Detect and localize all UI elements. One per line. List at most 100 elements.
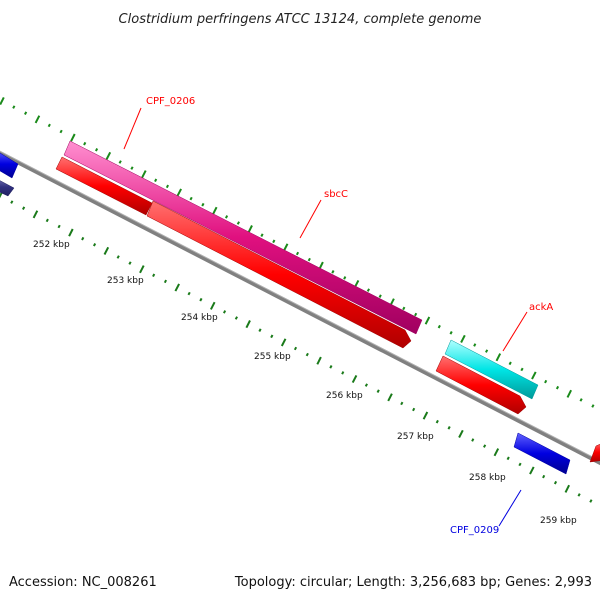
scale-label-253: 253 kbp xyxy=(107,276,144,286)
minor-tick xyxy=(22,206,26,210)
major-tick xyxy=(0,191,3,199)
minor-tick xyxy=(414,312,418,317)
minor-tick xyxy=(577,493,581,497)
genome-backbone xyxy=(0,150,600,466)
minor-tick xyxy=(364,383,368,387)
minor-tick xyxy=(437,324,441,329)
gene-fragment-left-navy[interactable] xyxy=(0,178,15,197)
minor-tick xyxy=(152,273,156,278)
minor-tick xyxy=(24,111,28,115)
major-tick xyxy=(139,265,145,274)
minor-tick xyxy=(305,352,309,357)
minor-tick xyxy=(223,310,227,314)
minor-tick xyxy=(12,105,16,109)
major-tick xyxy=(212,206,218,215)
minor-tick xyxy=(553,480,558,485)
major-tick xyxy=(34,115,41,124)
scale-label-259: 259 kbp xyxy=(540,516,577,526)
major-tick xyxy=(351,374,358,384)
minor-tick xyxy=(130,166,134,170)
minor-tick xyxy=(402,306,406,311)
major-tick xyxy=(387,393,393,402)
minor-tick xyxy=(225,215,229,219)
minor-tick xyxy=(10,200,14,204)
minor-tick xyxy=(234,316,238,320)
minor-tick xyxy=(201,202,205,207)
label-cpf-0209: CPF_0209 xyxy=(450,489,522,536)
minor-tick xyxy=(341,371,345,375)
label-sbcc: sbcC xyxy=(299,189,348,239)
minor-tick xyxy=(471,438,475,442)
scale-label-254: 254 kbp xyxy=(181,313,218,323)
gene-red-arrow-2[interactable] xyxy=(435,355,527,415)
minor-tick xyxy=(449,331,453,335)
map-title: Clostridium perfringens ATCC 13124, comp… xyxy=(119,12,482,27)
minor-tick xyxy=(555,385,560,390)
minor-tick xyxy=(544,379,548,384)
minor-tick xyxy=(47,123,51,128)
major-tick xyxy=(32,210,39,219)
major-tick xyxy=(105,151,112,160)
gene-sbcc[interactable] xyxy=(146,200,412,349)
svg-text:ackA: ackA xyxy=(529,302,553,313)
minor-tick xyxy=(93,243,97,247)
major-tick xyxy=(70,133,76,142)
major-tick xyxy=(176,188,182,197)
minor-tick xyxy=(329,365,333,369)
label-acka: ackA xyxy=(502,302,553,352)
accession-text: Accession: NC_008261 xyxy=(9,575,157,590)
minor-tick xyxy=(412,407,416,412)
summary-text: Topology: circular; Length: 3,256,683 bp… xyxy=(234,575,592,590)
gene-acka[interactable] xyxy=(444,339,539,400)
minor-tick xyxy=(473,343,477,347)
major-tick xyxy=(280,338,287,347)
gene-fragment-left-blue[interactable] xyxy=(0,150,19,179)
minor-tick xyxy=(542,474,546,479)
scale-label-256: 256 kbp xyxy=(326,391,363,401)
gene-cpf-0209[interactable] xyxy=(513,432,571,475)
major-tick xyxy=(68,228,74,237)
minor-tick xyxy=(483,444,487,448)
minor-tick xyxy=(506,456,510,461)
gene-cpf-0206[interactable] xyxy=(63,140,423,335)
minor-tick xyxy=(45,218,49,223)
minor-tick xyxy=(331,270,335,274)
minor-tick xyxy=(187,291,191,296)
major-tick xyxy=(247,225,253,234)
minor-tick xyxy=(520,367,524,372)
major-tick xyxy=(531,371,537,380)
svg-text:CPF_0206: CPF_0206 xyxy=(146,96,195,107)
scale-label-255: 255 kbp xyxy=(254,352,291,362)
svg-text:CPF_0209: CPF_0209 xyxy=(450,525,499,536)
minor-tick xyxy=(447,426,451,430)
minor-tick xyxy=(199,297,203,302)
major-tick xyxy=(458,429,464,438)
minor-tick xyxy=(154,178,158,183)
major-tick xyxy=(493,448,500,457)
minor-tick xyxy=(400,401,404,406)
gene-fragment-right-red[interactable] xyxy=(589,442,600,463)
minor-tick xyxy=(118,160,122,164)
minor-tick xyxy=(236,221,240,225)
minor-tick xyxy=(163,279,167,284)
scale-label-257: 257 kbp xyxy=(397,432,434,442)
major-tick xyxy=(316,356,322,365)
minor-tick xyxy=(293,346,298,351)
outer-tick-ring xyxy=(0,96,595,408)
minor-tick xyxy=(343,276,347,280)
minor-tick xyxy=(189,196,193,201)
major-tick xyxy=(103,246,110,255)
minor-tick xyxy=(95,148,99,152)
minor-tick xyxy=(485,349,489,353)
minor-tick xyxy=(579,398,583,402)
minor-tick xyxy=(165,184,169,189)
inner-tick-ring xyxy=(0,191,593,503)
minor-tick xyxy=(59,129,63,134)
gene-sbcc-part1[interactable] xyxy=(55,156,153,216)
scale-label-258: 258 kbp xyxy=(469,473,506,483)
major-tick xyxy=(566,389,572,398)
minor-tick xyxy=(307,257,311,262)
minor-tick xyxy=(258,328,262,332)
major-tick xyxy=(210,301,216,310)
